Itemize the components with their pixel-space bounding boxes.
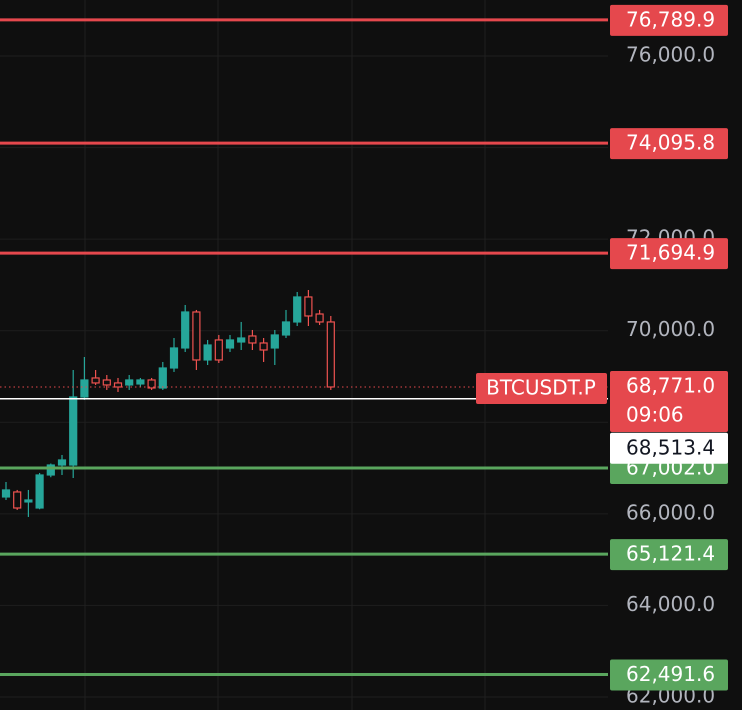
candle-body	[225, 339, 235, 349]
candle-body	[69, 396, 78, 466]
candle-body	[46, 464, 55, 476]
level-label-box	[610, 238, 728, 270]
candle-body	[304, 296, 313, 317]
symbol-label-box	[476, 372, 607, 404]
candle-body	[125, 379, 134, 386]
candle-body	[24, 499, 33, 503]
candle-body	[136, 379, 145, 385]
candle-body	[214, 339, 223, 361]
candle-body	[192, 311, 201, 361]
candle-body	[35, 474, 44, 509]
candle-body	[237, 337, 246, 343]
symbol-label: BTCUSDT.P	[486, 375, 596, 399]
y-tick-label: 66,000.0	[626, 500, 715, 524]
candle-body	[147, 379, 156, 389]
candle-body	[1, 489, 11, 498]
candle-body	[203, 344, 212, 361]
level-label-box	[610, 4, 728, 36]
candle-body	[326, 321, 335, 388]
crosshair-label-box	[610, 432, 728, 464]
level-label-box	[610, 659, 728, 691]
level-label: 62,491.6	[626, 662, 715, 686]
candle-body	[102, 379, 111, 386]
level-label: 65,121.4	[626, 542, 715, 566]
last-price-label: 68,771.0	[626, 373, 715, 397]
candle-body	[181, 311, 190, 349]
y-tick-label: 64,000.0	[626, 592, 715, 616]
candle-body	[91, 377, 100, 384]
last-price-box	[610, 370, 728, 432]
y-tick-label: 76,000.0	[626, 42, 715, 66]
crosshair-label: 68,513.4	[626, 435, 715, 459]
level-label: 76,789.9	[626, 7, 715, 31]
candle-body	[113, 382, 123, 388]
candle-body	[169, 347, 179, 369]
candle-body	[57, 459, 67, 466]
candle-body	[158, 367, 167, 389]
level-label-box	[610, 539, 728, 571]
y-tick-label: 70,000.0	[626, 317, 715, 341]
level-label-box	[610, 128, 728, 160]
candle-body	[259, 342, 268, 351]
candle-body	[281, 321, 291, 336]
level-label: 74,095.8	[626, 131, 715, 155]
candle-body	[315, 313, 324, 323]
countdown-label: 09:06	[626, 402, 684, 426]
candle-body	[293, 296, 302, 323]
candle-body	[80, 379, 89, 398]
level-label: 71,694.9	[626, 241, 715, 265]
candle-body	[248, 335, 257, 344]
candle-body	[270, 334, 279, 349]
candle-body	[13, 491, 22, 509]
